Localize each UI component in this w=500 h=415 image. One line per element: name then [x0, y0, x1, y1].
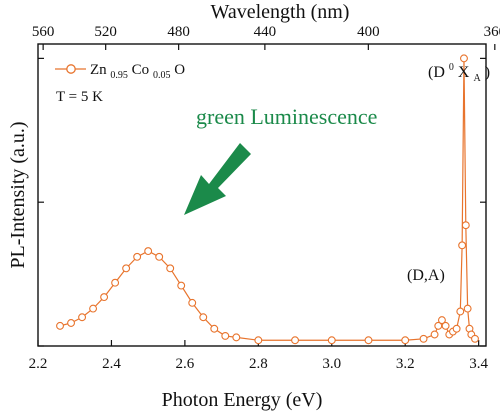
data-point-37	[471, 334, 479, 343]
dx-label-mid: X	[458, 64, 470, 81]
data-point-31	[458, 241, 467, 250]
data-point-7	[133, 252, 142, 261]
top-tick-label-1: 520	[94, 24, 117, 40]
data-point-26	[441, 321, 450, 330]
top-tick-label-2: 480	[167, 24, 190, 40]
data-point-14	[210, 324, 219, 333]
data-point-20	[364, 336, 373, 345]
bottom-tick-label-4: 3.0	[322, 356, 341, 372]
data-point-12	[188, 298, 197, 307]
data-point-4	[100, 293, 109, 302]
data-point-8	[144, 247, 153, 256]
legend-label: Zn 0.95 Co 0.05 O	[90, 62, 185, 82]
data-point-33	[461, 221, 470, 230]
series-layer	[56, 54, 479, 345]
top-tick-label-4: 400	[357, 24, 380, 40]
green-luminescence-label: green Luminescence	[196, 104, 377, 129]
data-point-1	[67, 319, 76, 327]
data-point-0	[56, 321, 64, 330]
dx-label-subscript: A	[473, 73, 481, 84]
top-tick-label-0: 560	[32, 24, 55, 40]
dx-label-prefix: (D	[428, 64, 445, 81]
legend-label-end: O	[174, 62, 185, 78]
dx-label-superscript: 0	[449, 62, 454, 73]
bottom-tick-label-1: 2.4	[102, 356, 121, 372]
bottom-tick-label-2: 2.6	[176, 356, 195, 372]
legend-label-sub-1: 0.95	[110, 70, 128, 81]
data-point-5	[111, 278, 120, 287]
data-point-11	[177, 281, 186, 290]
temperature-label: T = 5 K	[56, 89, 103, 105]
data-point-16	[232, 333, 241, 342]
plot-frame	[37, 43, 487, 347]
legend-label-main: Zn	[90, 62, 107, 78]
green-luminescence-arrow	[184, 143, 251, 215]
data-point-18	[291, 336, 299, 345]
top-tick-label-5: 360	[484, 24, 500, 40]
legend: Zn 0.95 Co 0.05 O T = 5 K	[55, 62, 185, 105]
data-point-23	[430, 330, 439, 339]
bottom-axis-title: Photon Energy (eV)	[162, 389, 323, 411]
y-axis-title: PL-Intensity (a.u.)	[7, 121, 29, 268]
data-point-9	[155, 252, 164, 261]
legend-label-mid: Co	[132, 62, 150, 78]
bottom-tick-label-3: 2.8	[249, 356, 268, 372]
da-peak-label: (D,A)	[407, 267, 445, 284]
data-point-6	[122, 264, 131, 273]
bottom-tick-label-6: 3.4	[469, 356, 488, 372]
legend-marker	[66, 64, 76, 74]
dx-peak-label: (D 0 X A )	[428, 57, 490, 85]
top-axis-title: Wavelength (nm)	[211, 1, 350, 23]
data-point-2	[78, 313, 87, 322]
legend-label-sub-2: 0.05	[153, 70, 171, 81]
data-point-22	[419, 334, 428, 343]
data-point-21	[401, 336, 410, 345]
data-point-13	[199, 313, 208, 322]
data-point-25	[437, 316, 446, 325]
data-point-17	[254, 336, 263, 345]
data-point-34	[463, 304, 472, 313]
data-point-15	[221, 331, 230, 340]
data-point-32	[460, 54, 468, 63]
data-point-19	[327, 336, 336, 345]
right-axis-ticks	[480, 57, 486, 347]
data-point-3	[89, 304, 98, 313]
left-axis-ticks	[38, 57, 44, 347]
data-point-30	[456, 307, 465, 316]
top-tick-label-3: 440	[254, 24, 277, 40]
data-point-29	[452, 324, 461, 333]
bottom-tick-label-0: 2.2	[29, 356, 48, 372]
data-point-10	[166, 264, 175, 273]
top-axis-ticks: 560 520 480 440 400 360	[32, 24, 500, 50]
dx-label-suffix: )	[485, 64, 490, 81]
bottom-tick-label-5: 3.2	[396, 356, 415, 372]
